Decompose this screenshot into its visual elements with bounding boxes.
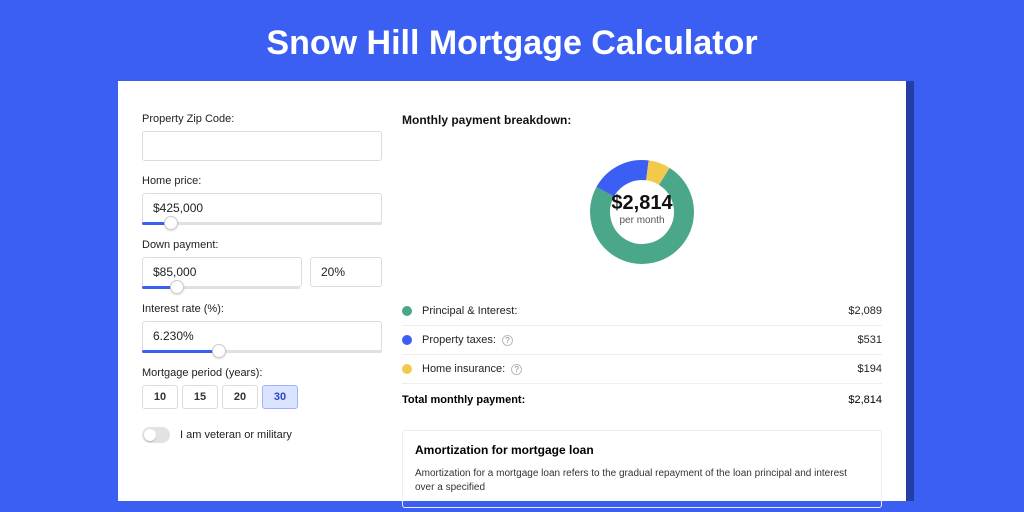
period-option-10[interactable]: 10 <box>142 385 178 409</box>
home-price-input[interactable] <box>142 193 382 223</box>
legend-value: $194 <box>858 363 882 375</box>
down-payment-percent-input[interactable] <box>310 257 382 287</box>
breakdown-legend: Principal & Interest:$2,089Property taxe… <box>402 297 882 383</box>
page-title: Snow Hill Mortgage Calculator <box>0 0 1024 81</box>
legend-value: $2,089 <box>848 305 882 317</box>
legend-row: Property taxes:?$531 <box>402 325 882 354</box>
legend-label: Property taxes:? <box>422 334 858 346</box>
donut-center-amount: $2,814 <box>602 192 682 215</box>
amortization-text: Amortization for a mortgage loan refers … <box>415 467 869 495</box>
home-price-label: Home price: <box>142 175 382 187</box>
down-payment-label: Down payment: <box>142 239 382 251</box>
interest-rate-slider[interactable] <box>142 350 382 353</box>
home-price-slider-thumb[interactable] <box>164 216 178 230</box>
veteran-toggle-row: I am veteran or military <box>142 427 382 443</box>
interest-rate-field: Interest rate (%): <box>142 303 382 353</box>
breakdown-total-row: Total monthly payment: $2,814 <box>402 383 882 416</box>
down-payment-slider-thumb[interactable] <box>170 280 184 294</box>
donut-svg: $2,814per month <box>572 142 712 282</box>
legend-value: $531 <box>858 334 882 346</box>
mortgage-period-options: 10152030 <box>142 385 382 409</box>
period-option-20[interactable]: 20 <box>222 385 258 409</box>
legend-label: Principal & Interest: <box>422 305 848 317</box>
interest-rate-label: Interest rate (%): <box>142 303 382 315</box>
help-icon[interactable]: ? <box>511 364 522 375</box>
legend-dot-icon <box>402 364 412 374</box>
interest-rate-input[interactable] <box>142 321 382 351</box>
down-payment-amount-input[interactable] <box>142 257 302 287</box>
calculator-card: Property Zip Code: Home price: Down paym… <box>118 81 906 501</box>
mortgage-period-field: Mortgage period (years): 10152030 <box>142 367 382 409</box>
donut-center-sub: per month <box>602 215 682 226</box>
period-option-30[interactable]: 30 <box>262 385 298 409</box>
interest-rate-slider-thumb[interactable] <box>212 344 226 358</box>
interest-rate-slider-fill <box>142 350 219 353</box>
help-icon[interactable]: ? <box>502 335 513 346</box>
home-price-slider[interactable] <box>142 222 382 225</box>
veteran-toggle-knob <box>144 429 156 441</box>
zip-label: Property Zip Code: <box>142 113 382 125</box>
legend-label: Home insurance:? <box>422 363 858 375</box>
veteran-toggle[interactable] <box>142 427 170 443</box>
breakdown-column: Monthly payment breakdown: $2,814per mon… <box>402 113 882 501</box>
veteran-toggle-label: I am veteran or military <box>180 429 292 441</box>
legend-dot-icon <box>402 335 412 345</box>
mortgage-period-label: Mortgage period (years): <box>142 367 382 379</box>
home-price-field: Home price: <box>142 175 382 225</box>
zip-field: Property Zip Code: <box>142 113 382 161</box>
down-payment-slider[interactable] <box>142 286 300 289</box>
zip-input[interactable] <box>142 131 382 161</box>
amortization-section: Amortization for mortgage loan Amortizat… <box>402 430 882 508</box>
legend-row: Home insurance:?$194 <box>402 354 882 383</box>
breakdown-total-value: $2,814 <box>848 394 882 406</box>
down-payment-field: Down payment: <box>142 239 382 289</box>
period-option-15[interactable]: 15 <box>182 385 218 409</box>
legend-row: Principal & Interest:$2,089 <box>402 297 882 325</box>
breakdown-total-label: Total monthly payment: <box>402 394 848 406</box>
donut-chart: $2,814per month <box>402 137 882 287</box>
legend-dot-icon <box>402 306 412 316</box>
inputs-column: Property Zip Code: Home price: Down paym… <box>142 113 382 501</box>
amortization-title: Amortization for mortgage loan <box>415 443 869 457</box>
breakdown-title: Monthly payment breakdown: <box>402 113 882 127</box>
